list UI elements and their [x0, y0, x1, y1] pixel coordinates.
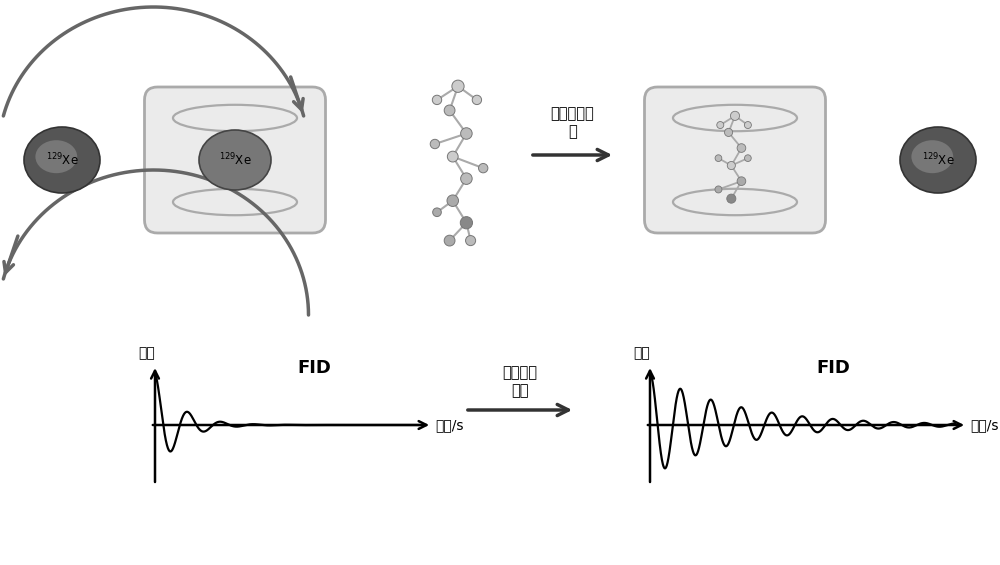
Text: 强度: 强度 — [634, 346, 650, 360]
Circle shape — [727, 162, 735, 169]
Circle shape — [737, 177, 746, 185]
Ellipse shape — [24, 127, 100, 193]
Circle shape — [717, 121, 724, 129]
Circle shape — [724, 128, 733, 137]
Circle shape — [727, 194, 736, 203]
Circle shape — [737, 144, 746, 153]
Text: FID: FID — [816, 359, 850, 377]
Circle shape — [715, 186, 722, 193]
Circle shape — [479, 163, 488, 173]
Circle shape — [452, 80, 464, 92]
Text: $^{129}$Xe: $^{129}$Xe — [46, 151, 78, 168]
Text: 赖氨酸脱
缧酯: 赖氨酸脱 缧酯 — [503, 366, 538, 398]
Ellipse shape — [199, 130, 271, 190]
Circle shape — [444, 235, 455, 246]
Ellipse shape — [911, 140, 953, 173]
Circle shape — [447, 151, 458, 162]
Circle shape — [730, 111, 740, 120]
Circle shape — [745, 155, 751, 162]
FancyBboxPatch shape — [145, 87, 326, 233]
Text: 时间/s: 时间/s — [435, 418, 464, 432]
Circle shape — [461, 173, 472, 184]
Circle shape — [447, 195, 459, 206]
Circle shape — [744, 121, 751, 129]
Text: $^{129}$Xe: $^{129}$Xe — [219, 151, 251, 168]
Text: 强度: 强度 — [139, 346, 155, 360]
Circle shape — [466, 236, 476, 246]
Text: $^{129}$Xe: $^{129}$Xe — [922, 151, 954, 168]
FancyBboxPatch shape — [644, 87, 825, 233]
Ellipse shape — [900, 127, 976, 193]
Circle shape — [433, 208, 441, 216]
Text: 时间/s: 时间/s — [970, 418, 999, 432]
Circle shape — [715, 155, 722, 162]
Text: 赖氨酸脱缧
酯: 赖氨酸脱缧 酯 — [551, 107, 594, 139]
Circle shape — [460, 216, 473, 229]
Ellipse shape — [35, 140, 77, 173]
Circle shape — [472, 95, 482, 105]
Text: FID: FID — [297, 359, 331, 377]
Circle shape — [461, 128, 472, 139]
Circle shape — [432, 95, 442, 105]
Circle shape — [444, 105, 455, 116]
Circle shape — [430, 140, 440, 149]
